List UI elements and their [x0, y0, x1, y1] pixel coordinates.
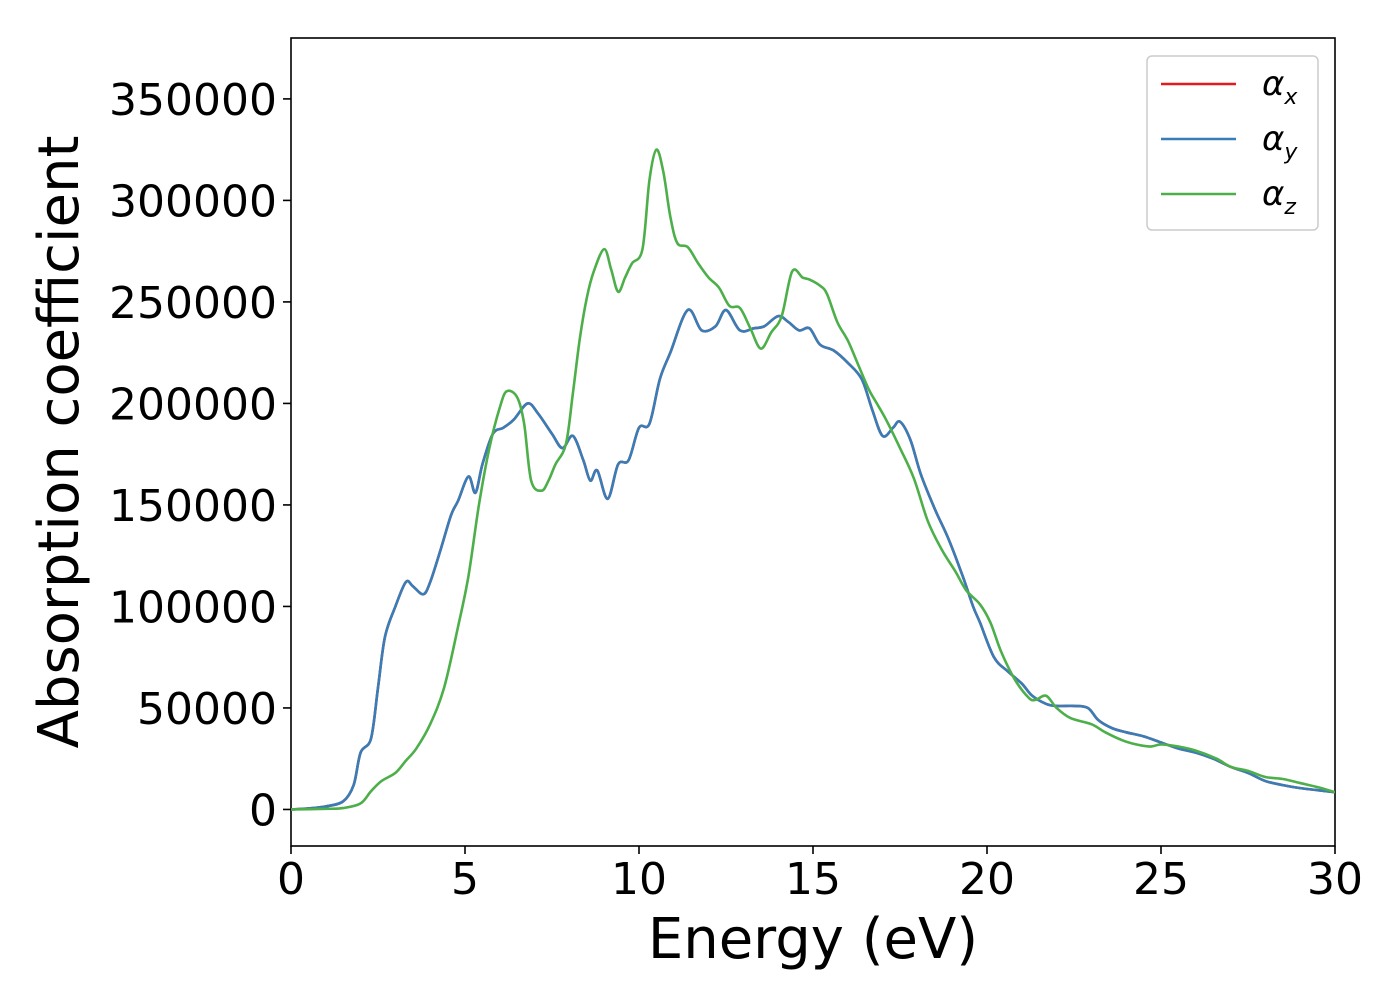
x-tick-label: 20: [959, 854, 1015, 905]
y-tick-label: 150000: [109, 481, 277, 532]
series-line-alpha-x: [291, 308, 1335, 811]
legend-label-alpha-y: αy: [1262, 119, 1298, 165]
x-axis: 0 5 10 15 20 25 30: [277, 846, 1363, 905]
legend-label-alpha-x: αx: [1262, 64, 1298, 110]
y-tick-label: 50000: [137, 684, 277, 735]
y-axis: 0 50000 100000 150000 200000 250000 300000 3500…: [109, 75, 291, 836]
y-tick-label: 300000: [109, 176, 277, 227]
x-tick-label: 5: [451, 854, 479, 905]
legend-box: [1146, 55, 1319, 231]
y-tick-label: 250000: [109, 278, 277, 329]
y-tick-label: 0: [249, 785, 277, 836]
x-tick-label: 30: [1307, 854, 1363, 905]
x-tick-label: 25: [1133, 854, 1189, 905]
y-tick-label: 200000: [109, 379, 277, 430]
y-tick-label: 100000: [109, 582, 277, 633]
y-axis-title: Absorption coefficient: [27, 136, 92, 749]
legend: αx αy αz: [1146, 55, 1319, 231]
series-line-alpha-z: [291, 148, 1335, 811]
series-line-alpha-y: [291, 308, 1335, 811]
x-tick-label: 15: [785, 854, 841, 905]
x-tick-label: 10: [611, 854, 667, 905]
y-tick-label: 350000: [109, 75, 277, 126]
x-tick-label: 0: [277, 854, 305, 905]
series-layer: [291, 148, 1335, 811]
x-axis-title: Energy (eV): [648, 907, 978, 972]
legend-label-alpha-z: αz: [1262, 174, 1296, 220]
